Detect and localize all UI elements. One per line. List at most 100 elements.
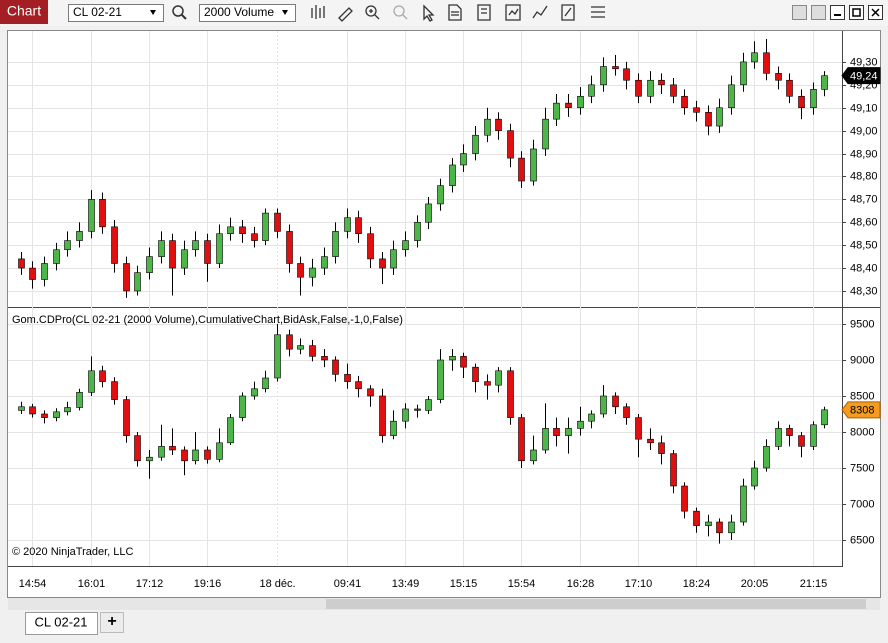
candle-body	[262, 212, 269, 241]
candle-body	[705, 521, 712, 526]
candle-body	[41, 413, 48, 418]
y-tick-label: 7000	[850, 498, 874, 510]
candle-body	[76, 231, 83, 241]
candle-body	[763, 52, 770, 74]
candle-body	[635, 417, 642, 440]
candle-body	[18, 406, 25, 411]
candle-body	[286, 334, 293, 350]
candle-body	[158, 240, 165, 257]
candle-body	[181, 449, 188, 462]
y-tick-label: 8500	[850, 390, 874, 402]
candle-body	[437, 359, 444, 400]
dropdown-arrow	[282, 10, 288, 15]
y-tick-label: 48,50	[850, 239, 878, 251]
candle-body	[775, 73, 782, 81]
candle-body	[612, 395, 619, 408]
window-buttons[interactable]	[792, 5, 883, 20]
candle-body	[670, 453, 677, 487]
candle-body	[716, 107, 723, 127]
candle-body	[64, 407, 71, 413]
candle-body	[693, 107, 700, 113]
candle-body	[530, 449, 537, 462]
candle-body	[623, 68, 630, 81]
tab[interactable]	[25, 612, 98, 635]
candle-body	[647, 438, 654, 444]
time-label: 09:41	[334, 578, 362, 590]
time-label: 14:54	[19, 578, 47, 590]
candle-body	[484, 381, 491, 386]
candle-body	[274, 212, 281, 232]
candle-body	[216, 442, 223, 460]
candle-body	[262, 377, 269, 390]
time-label: 20:05	[741, 578, 769, 590]
candle-body	[716, 521, 723, 534]
candle-body	[321, 256, 328, 269]
candle-body	[507, 370, 514, 418]
interval-select[interactable]	[199, 4, 296, 22]
candle-body	[88, 370, 95, 393]
candle-body	[565, 102, 572, 109]
y-tick-label: 6500	[850, 534, 874, 546]
candle-body	[588, 413, 595, 422]
candle-body	[612, 66, 619, 70]
candle-body	[507, 130, 514, 159]
y-tick-label: 48,60	[850, 216, 878, 228]
candle-body	[99, 370, 106, 382]
candle-body	[192, 240, 199, 251]
candle-body	[484, 118, 491, 136]
candle-body	[681, 485, 688, 512]
copyright: © 2020 NinjaTrader, LLC	[12, 546, 133, 558]
add-tab-button[interactable]	[100, 612, 124, 633]
candle-body	[763, 446, 770, 469]
candle-body	[332, 231, 339, 257]
candle-body	[134, 435, 141, 462]
candle-body	[821, 75, 828, 90]
last-value-tag	[841, 67, 881, 85]
candle-body	[146, 456, 153, 462]
time-label: 19:16	[194, 578, 222, 590]
chart-badge[interactable]	[0, 0, 48, 24]
plot-area: 14:54 16:01 17:12 19:16 18 déc. 09:41 13:49 15:…	[8, 31, 881, 590]
candle-body	[530, 148, 537, 182]
indicator-title: Gom.CDPro(CL 02-21 (2000 Volume),Cumulat…	[12, 314, 403, 326]
search-icon[interactable]	[172, 5, 184, 17]
candle-body	[274, 334, 281, 379]
last-value-label: 8308	[850, 405, 874, 417]
y-tick-label: 48,80	[850, 170, 878, 182]
candle-body	[297, 263, 304, 278]
candle-body	[204, 240, 211, 264]
candle-body	[553, 102, 560, 120]
candle-body	[227, 417, 234, 444]
time-label: 16:28	[567, 578, 595, 590]
candle-body	[425, 203, 432, 223]
candle-body	[402, 240, 409, 251]
time-label: 21:15	[800, 578, 828, 590]
candle-body	[379, 395, 386, 436]
candle-body	[460, 153, 467, 166]
candle-body	[64, 240, 71, 251]
candle-body	[658, 442, 665, 454]
candle-body	[810, 424, 817, 447]
y-tick-label: 49,10	[850, 102, 878, 114]
candle-body	[286, 231, 293, 264]
candle-body	[647, 79, 654, 97]
candle-body	[123, 263, 130, 292]
candle-body	[810, 89, 817, 109]
candle-body	[192, 449, 199, 462]
candle-body	[227, 226, 234, 235]
toolbar-icons[interactable]	[311, 4, 605, 22]
scrollbar-thumb[interactable]	[326, 599, 866, 609]
candle-body	[728, 521, 735, 534]
time-label: 16:01	[78, 578, 106, 590]
dropdown-arrow	[150, 10, 156, 15]
candle-body	[449, 356, 456, 361]
search-icon-handle	[181, 14, 187, 20]
instrument-select[interactable]	[68, 4, 164, 22]
candle-body	[169, 240, 176, 269]
candle-body	[740, 485, 747, 523]
candle-body	[146, 256, 153, 273]
candle-body	[158, 446, 165, 458]
candle-body	[600, 395, 607, 415]
candle-body	[588, 84, 595, 97]
candle-body	[309, 345, 316, 357]
